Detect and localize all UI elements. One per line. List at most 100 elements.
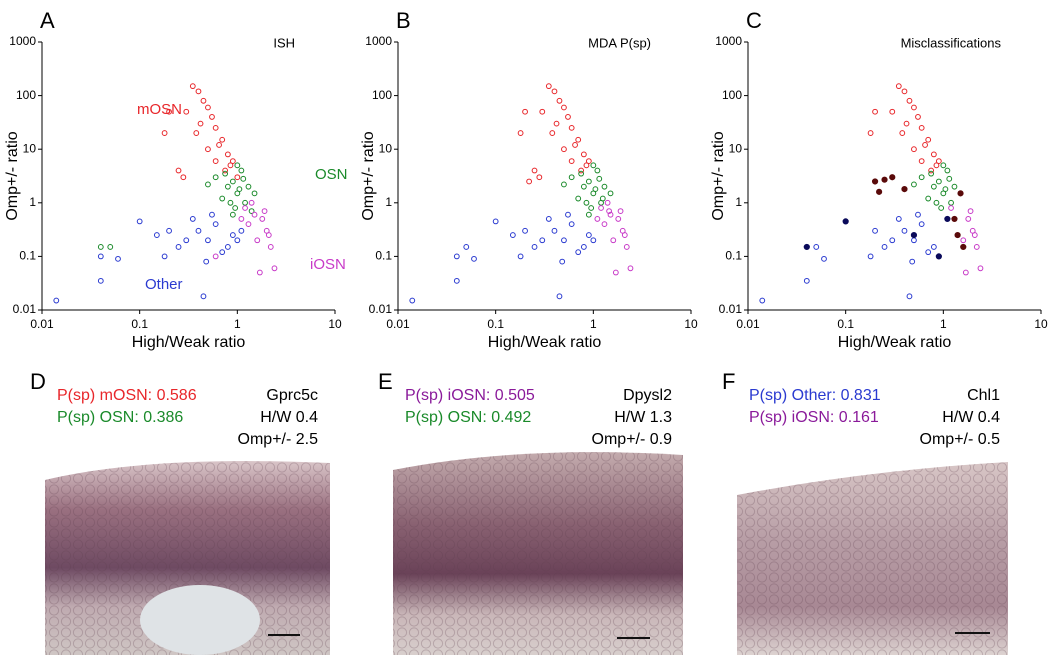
point <box>559 258 566 265</box>
point <box>229 178 236 185</box>
point <box>960 243 967 251</box>
point <box>224 244 231 250</box>
point <box>549 130 556 136</box>
point <box>568 158 575 164</box>
point <box>471 255 477 262</box>
point <box>935 158 942 164</box>
point <box>238 227 245 234</box>
point <box>915 114 921 120</box>
point <box>153 232 160 238</box>
point <box>271 265 278 272</box>
point <box>232 205 239 211</box>
x-tick-label: 10 <box>1034 317 1048 331</box>
point <box>601 183 608 190</box>
point <box>195 88 202 95</box>
info-line: H/W 0.4 <box>942 409 1000 426</box>
point <box>911 146 917 153</box>
point <box>205 104 211 111</box>
point <box>251 190 258 197</box>
x-tick-label: 0.1 <box>487 317 504 331</box>
point <box>115 255 121 262</box>
point <box>251 211 258 218</box>
point <box>585 178 592 185</box>
point <box>930 183 937 190</box>
y-tick-label: 1000 <box>715 34 742 48</box>
panel-letter: D <box>30 369 46 394</box>
point <box>224 151 231 158</box>
point <box>553 120 560 127</box>
point <box>205 146 211 153</box>
y-tick-label: 0.1 <box>725 249 742 263</box>
point <box>245 221 252 228</box>
y-tick-label: 0.1 <box>19 249 36 263</box>
point <box>568 124 575 131</box>
point <box>575 136 582 143</box>
y-tick-label: 1 <box>29 195 36 209</box>
point <box>813 244 820 250</box>
point <box>209 114 215 120</box>
point <box>212 158 219 164</box>
info-line: Omp+/- 0.5 <box>920 431 1001 448</box>
y-tick-label: 1 <box>385 195 392 209</box>
point <box>922 142 928 148</box>
point <box>561 237 567 244</box>
point <box>585 232 592 238</box>
point <box>216 142 222 148</box>
point <box>526 178 533 185</box>
panel-letter: C <box>746 8 762 33</box>
point <box>200 293 207 300</box>
point <box>872 108 878 115</box>
point <box>895 83 902 90</box>
point <box>876 188 883 195</box>
series-label: OSN <box>315 166 348 183</box>
point <box>161 130 168 136</box>
point <box>245 183 252 190</box>
point <box>565 211 571 218</box>
point <box>911 104 917 111</box>
point <box>583 199 590 206</box>
series-label: iOSN <box>310 256 346 273</box>
point <box>944 167 951 174</box>
panel-letter: E <box>378 369 393 394</box>
point <box>166 108 172 115</box>
point <box>229 232 236 238</box>
y-tick-label: 1 <box>735 195 742 209</box>
point <box>205 237 211 244</box>
point <box>925 136 932 143</box>
point <box>539 108 546 115</box>
point <box>578 170 585 177</box>
point <box>601 221 608 228</box>
point <box>948 199 954 206</box>
y-tick-label: 100 <box>372 88 392 102</box>
point <box>545 83 552 90</box>
point <box>909 258 916 265</box>
point <box>918 221 925 228</box>
point <box>583 162 590 169</box>
micrograph-e <box>393 452 683 655</box>
probability-line: P(sp) OSN: 0.492 <box>405 409 531 426</box>
point <box>236 186 243 193</box>
point <box>967 208 974 215</box>
point <box>940 162 947 169</box>
point <box>409 297 416 304</box>
point <box>575 195 582 202</box>
x-tick-label: 0.01 <box>386 317 410 331</box>
point <box>568 174 575 181</box>
point <box>561 104 567 111</box>
y-axis-label: Omp+/- ratio <box>710 131 727 220</box>
y-tick-label: 10 <box>379 141 393 155</box>
y-tick-label: 0.1 <box>375 249 392 263</box>
point <box>881 244 888 250</box>
point <box>889 174 896 181</box>
point <box>195 227 202 234</box>
point <box>575 249 582 256</box>
y-tick-label: 1000 <box>365 34 392 48</box>
point <box>867 130 874 136</box>
point <box>612 269 619 276</box>
point <box>933 199 940 206</box>
point <box>238 216 245 222</box>
point <box>219 249 226 256</box>
info-line: Gprc5c <box>266 387 318 404</box>
point <box>954 231 961 239</box>
